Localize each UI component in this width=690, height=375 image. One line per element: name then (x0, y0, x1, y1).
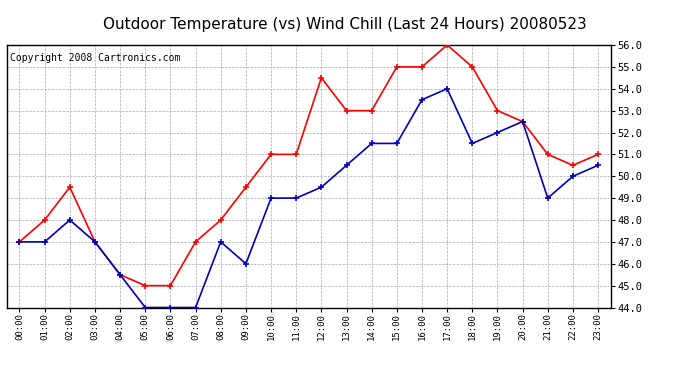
Text: Outdoor Temperature (vs) Wind Chill (Last 24 Hours) 20080523: Outdoor Temperature (vs) Wind Chill (Las… (103, 17, 587, 32)
Text: Copyright 2008 Cartronics.com: Copyright 2008 Cartronics.com (10, 53, 180, 63)
